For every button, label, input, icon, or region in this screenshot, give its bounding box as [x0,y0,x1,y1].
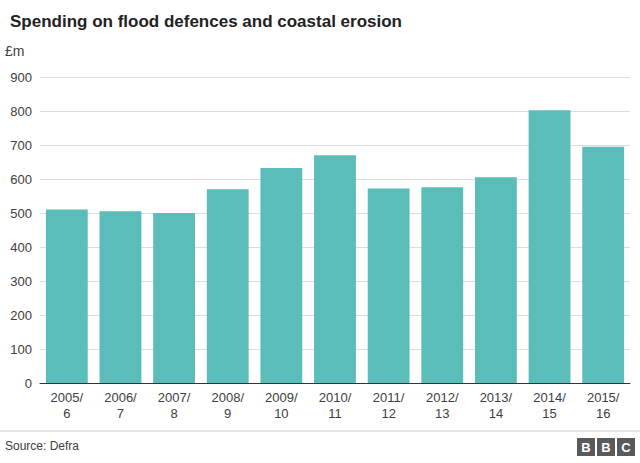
svg-text:100: 100 [10,342,32,357]
svg-text:700: 700 [10,138,32,153]
svg-text:2013/: 2013/ [480,390,513,405]
svg-text:800: 800 [10,104,32,119]
svg-text:2006/: 2006/ [104,390,137,405]
svg-text:C: C [621,440,631,455]
svg-text:2014/: 2014/ [533,390,566,405]
svg-text:11: 11 [328,406,342,421]
svg-text:300: 300 [10,274,32,289]
svg-text:2012/: 2012/ [426,390,459,405]
svg-text:7: 7 [117,406,124,421]
svg-text:£m: £m [5,43,24,59]
svg-text:2015/: 2015/ [587,390,620,405]
svg-text:2007/: 2007/ [158,390,191,405]
svg-text:15: 15 [542,406,556,421]
svg-text:2010/: 2010/ [319,390,352,405]
svg-text:600: 600 [10,172,32,187]
svg-text:2009/: 2009/ [265,390,298,405]
svg-text:12: 12 [381,406,395,421]
svg-text:B: B [601,440,610,455]
svg-text:13: 13 [435,406,449,421]
svg-text:900: 900 [10,70,32,85]
svg-text:2008/: 2008/ [211,390,244,405]
svg-text:8: 8 [170,406,177,421]
svg-text:10: 10 [274,406,288,421]
svg-text:500: 500 [10,206,32,221]
svg-text:2005/: 2005/ [51,390,84,405]
svg-text:B: B [581,440,590,455]
svg-text:6: 6 [63,406,70,421]
svg-text:0: 0 [25,376,32,391]
svg-text:9: 9 [224,406,231,421]
svg-text:16: 16 [596,406,610,421]
svg-text:Source: Defra: Source: Defra [5,439,79,453]
svg-text:2011/: 2011/ [373,390,405,405]
svg-text:200: 200 [10,308,32,323]
svg-text:14: 14 [489,406,503,421]
svg-text:Spending on flood defences and: Spending on flood defences and coastal e… [10,12,402,31]
svg-text:400: 400 [10,240,32,255]
